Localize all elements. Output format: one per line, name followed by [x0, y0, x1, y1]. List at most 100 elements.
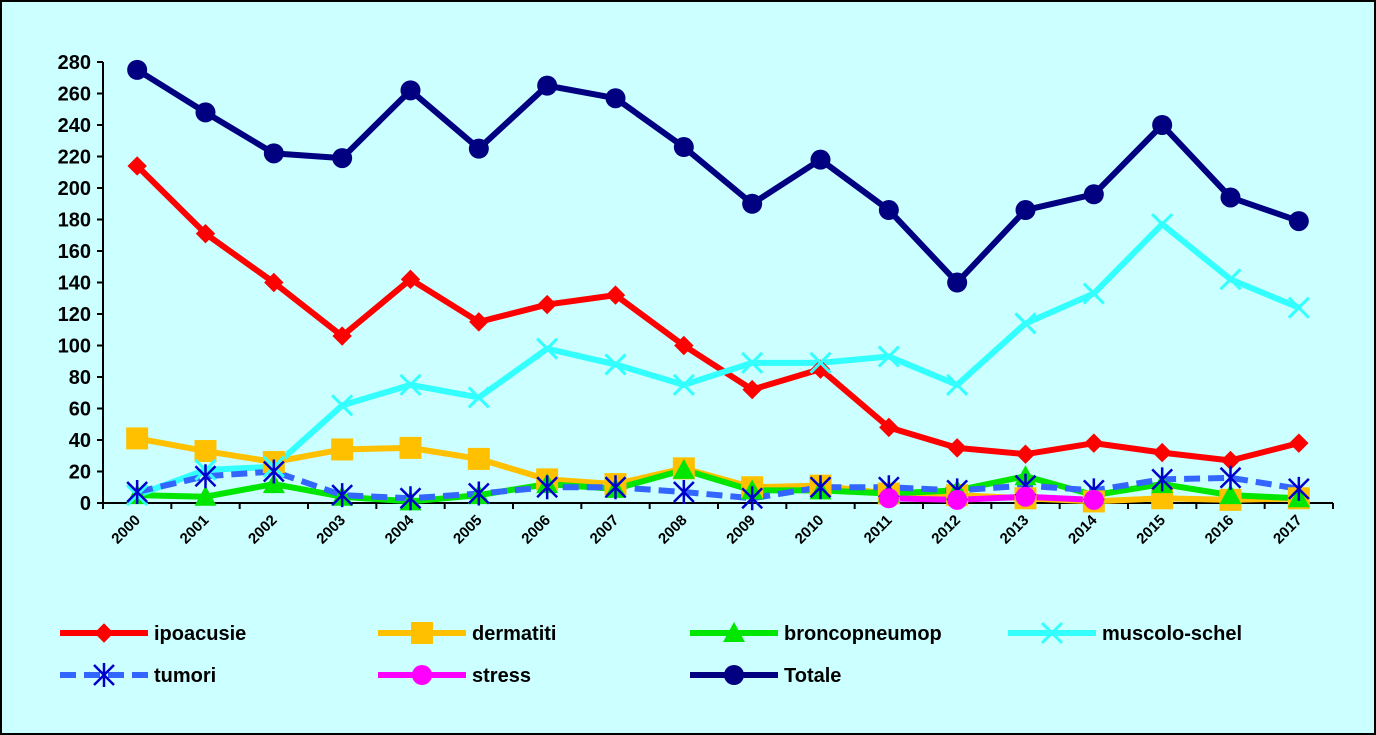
y-tick-label: 60: [69, 399, 91, 421]
data-point: [467, 447, 490, 470]
data-point: [195, 102, 216, 123]
legend-marker: [93, 663, 115, 687]
data-point: [810, 149, 831, 170]
data-point: [946, 373, 969, 396]
data-point: [672, 479, 695, 504]
data-point: [400, 80, 421, 101]
data-point: [536, 337, 559, 360]
data-point: [947, 438, 967, 458]
data-point: [1084, 433, 1104, 453]
data-point: [673, 137, 694, 158]
data-point: [536, 475, 559, 500]
data-point: [537, 75, 558, 96]
y-tick-label: 160: [58, 241, 91, 263]
data-point: [809, 351, 832, 374]
legend-marker: [411, 622, 433, 644]
data-point: [1083, 184, 1104, 205]
data-point: [399, 486, 422, 511]
data-point: [809, 475, 832, 500]
legend-label: ipoacusie: [154, 623, 246, 645]
data-point: [332, 148, 353, 169]
legend-label: stress: [472, 665, 531, 687]
legend-label: dermatiti: [472, 623, 556, 645]
data-point: [742, 379, 762, 400]
data-point: [399, 436, 422, 459]
data-point: [605, 88, 626, 109]
series-line: [136, 221, 1300, 498]
data-point: [127, 156, 147, 176]
legend-marker: [412, 665, 432, 685]
legend-marker: [724, 665, 744, 685]
series-line: [135, 67, 1300, 286]
data-point: [194, 485, 217, 506]
data-point: [1152, 115, 1173, 135]
legend-label: Totale: [784, 665, 841, 687]
data-point: [399, 373, 422, 396]
data-point: [194, 464, 217, 489]
data-point: [672, 373, 695, 396]
data-point: [263, 143, 284, 164]
data-point: [195, 223, 216, 244]
y-tick-label: 0: [80, 493, 91, 515]
data-point: [264, 272, 284, 293]
legend-marker: [1040, 621, 1064, 645]
legend-label: muscolo-schel: [1102, 623, 1242, 645]
data-point: [468, 138, 489, 159]
series-line: [137, 466, 1299, 505]
data-point: [1151, 467, 1174, 492]
data-point: [1015, 200, 1036, 221]
y-tick-label: 140: [58, 273, 91, 295]
data-point: [467, 481, 490, 506]
data-point: [331, 483, 354, 508]
data-point: [1219, 268, 1242, 291]
data-point: [332, 326, 352, 346]
y-tick-label: 80: [69, 367, 91, 389]
data-point: [741, 351, 764, 374]
data-point: [1015, 486, 1036, 507]
data-point: [469, 312, 489, 332]
data-point: [331, 438, 354, 461]
y-tick-label: 260: [58, 84, 91, 106]
data-point: [467, 386, 490, 409]
series-line: [135, 163, 1300, 464]
legend-label: tumori: [154, 665, 216, 687]
data-point: [810, 359, 831, 379]
y-tick-label: 100: [58, 336, 91, 358]
data-point: [878, 488, 899, 509]
y-tick-label: 200: [58, 178, 91, 200]
data-point: [877, 345, 900, 368]
data-point: [742, 193, 763, 214]
y-tick-label: 20: [69, 462, 91, 484]
data-point: [672, 458, 695, 479]
y-tick-label: 280: [58, 52, 91, 74]
data-point: [1152, 442, 1172, 463]
data-point: [1082, 282, 1105, 305]
data-point: [1220, 187, 1241, 208]
data-point: [1151, 213, 1174, 236]
data-point: [537, 294, 557, 315]
data-point: [879, 417, 899, 438]
data-point: [194, 440, 217, 463]
data-point: [400, 269, 421, 290]
data-point: [604, 475, 627, 500]
legend-marker: [94, 623, 114, 643]
data-point: [605, 285, 626, 305]
legend-label: broncopneumop: [784, 623, 942, 645]
data-point: [127, 59, 148, 80]
data-point: [947, 489, 968, 510]
data-point: [604, 353, 627, 376]
y-tick-label: 220: [58, 147, 91, 169]
data-point: [1015, 444, 1036, 464]
y-tick-label: 240: [58, 115, 91, 137]
data-point: [1287, 296, 1310, 319]
data-point: [1289, 433, 1309, 453]
y-tick-label: 120: [58, 304, 91, 326]
legend-marker: [723, 622, 745, 642]
data-point: [331, 394, 354, 417]
series-line: [136, 468, 1300, 502]
data-point: [126, 479, 149, 504]
data-point: [1083, 489, 1104, 510]
data-point: [262, 459, 285, 484]
